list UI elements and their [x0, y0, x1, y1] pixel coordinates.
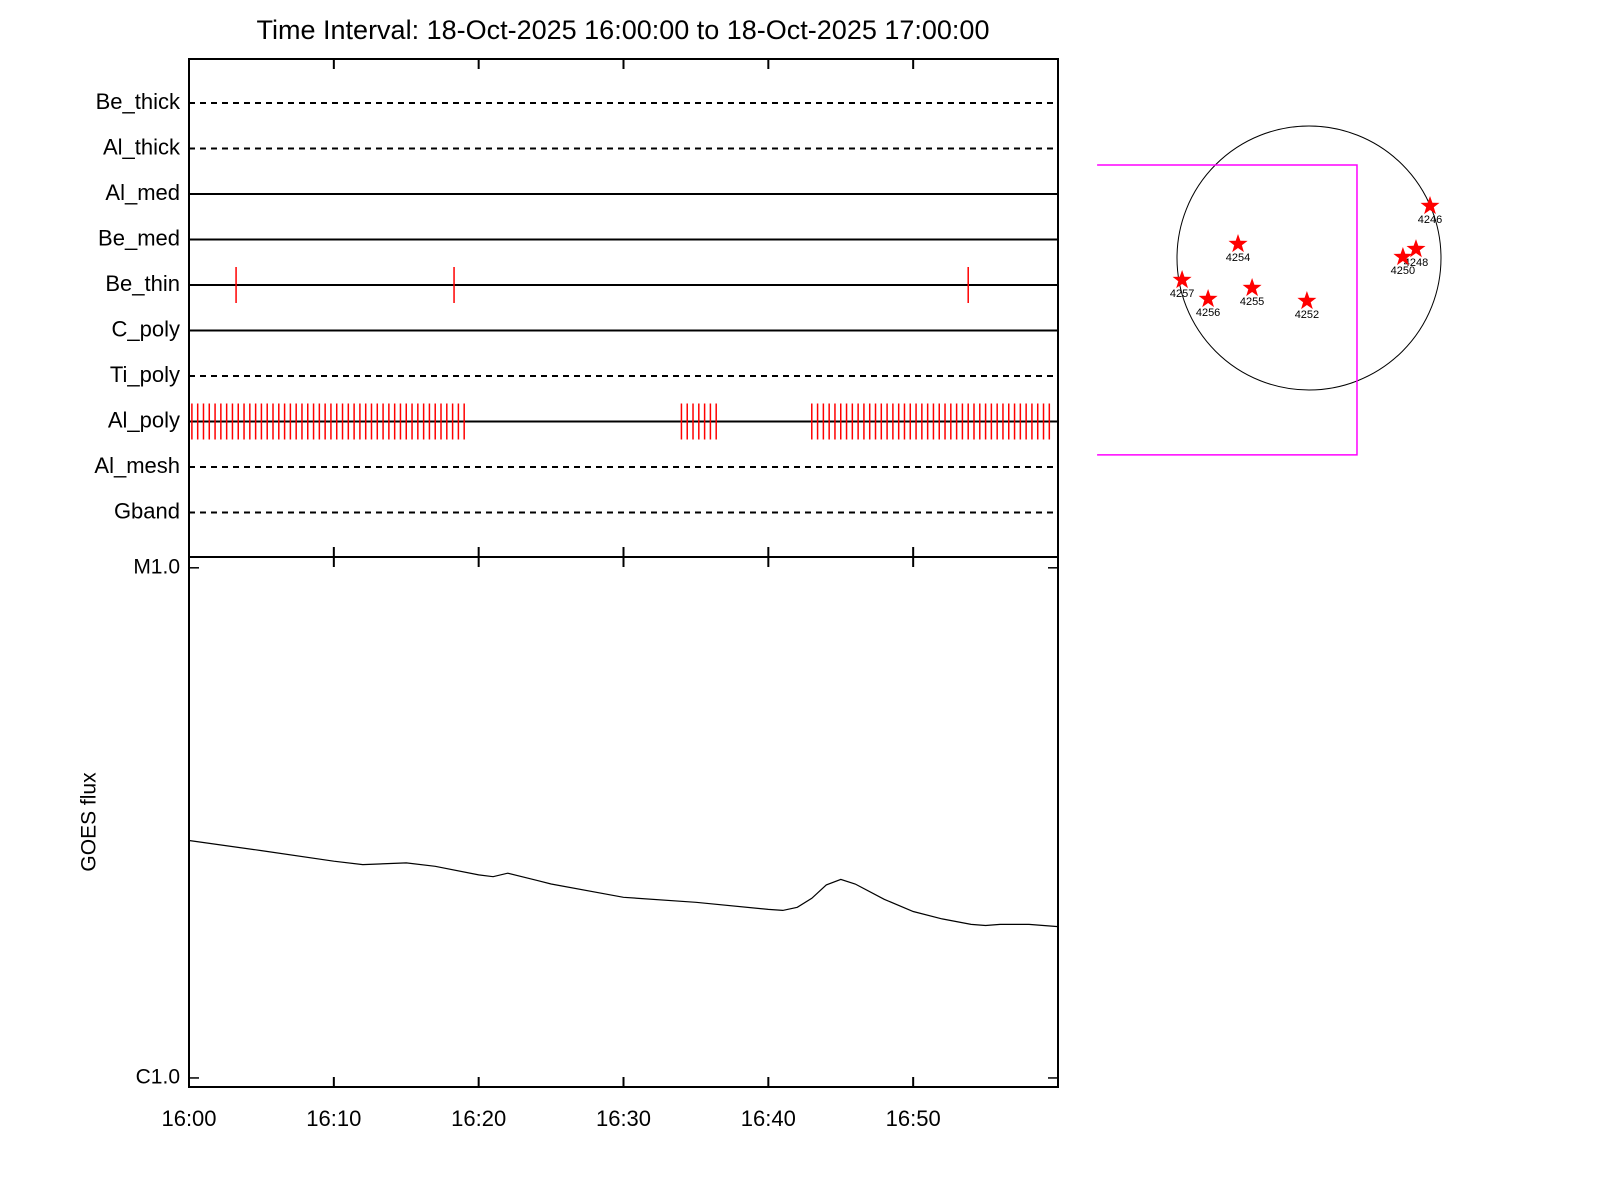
- region-marker: [1406, 239, 1426, 258]
- region-label: 4252: [1295, 309, 1319, 321]
- region-marker: [1393, 247, 1413, 266]
- region-marker: [1198, 289, 1218, 308]
- y-axis-label: GOES flux: [78, 772, 101, 872]
- region-label: 4250: [1391, 265, 1415, 277]
- row-label: Ti_poly: [110, 362, 180, 387]
- region-label: 4246: [1418, 214, 1442, 226]
- region-marker: [1172, 270, 1192, 289]
- row-label: Gband: [114, 498, 180, 523]
- flux-line: [188, 839, 1059, 928]
- region-label: 4257: [1170, 288, 1194, 300]
- region-marker: [1297, 291, 1317, 310]
- region-label: 4255: [1240, 296, 1264, 308]
- row-label: Al_mesh: [94, 453, 180, 478]
- region-marker: [1228, 234, 1248, 253]
- row-label: Al_thick: [103, 134, 181, 159]
- timeline-frame: [188, 58, 1059, 558]
- fov-box: [1097, 164, 1358, 456]
- x-tick-label: 16:30: [596, 1106, 651, 1131]
- x-tick-label: 16:10: [306, 1106, 361, 1131]
- y-tick-label: C1.0: [136, 1066, 180, 1089]
- region-marker: [1242, 278, 1262, 297]
- chart-title: Time Interval: 18-Oct-2025 16:00:00 to 1…: [257, 15, 990, 45]
- flux-frame: [188, 556, 1059, 1088]
- region-label: 4256: [1196, 307, 1220, 319]
- row-label: Be_thick: [96, 89, 181, 114]
- x-tick-label: 16:20: [451, 1106, 506, 1131]
- row-label: Al_poly: [108, 407, 180, 432]
- solar-disk: [1176, 125, 1442, 391]
- region-label: 4248: [1404, 257, 1428, 269]
- region-marker: [1420, 196, 1440, 215]
- row-label: C_poly: [112, 316, 180, 341]
- x-tick-label: 16:00: [161, 1106, 216, 1131]
- row-label: Be_thin: [105, 271, 180, 296]
- region-label: 4254: [1226, 252, 1250, 264]
- row-label: Be_med: [98, 225, 180, 250]
- x-tick-label: 16:40: [741, 1106, 796, 1131]
- row-label: Al_med: [105, 180, 180, 205]
- x-tick-label: 16:50: [886, 1106, 941, 1131]
- y-tick-label: M1.0: [133, 555, 180, 578]
